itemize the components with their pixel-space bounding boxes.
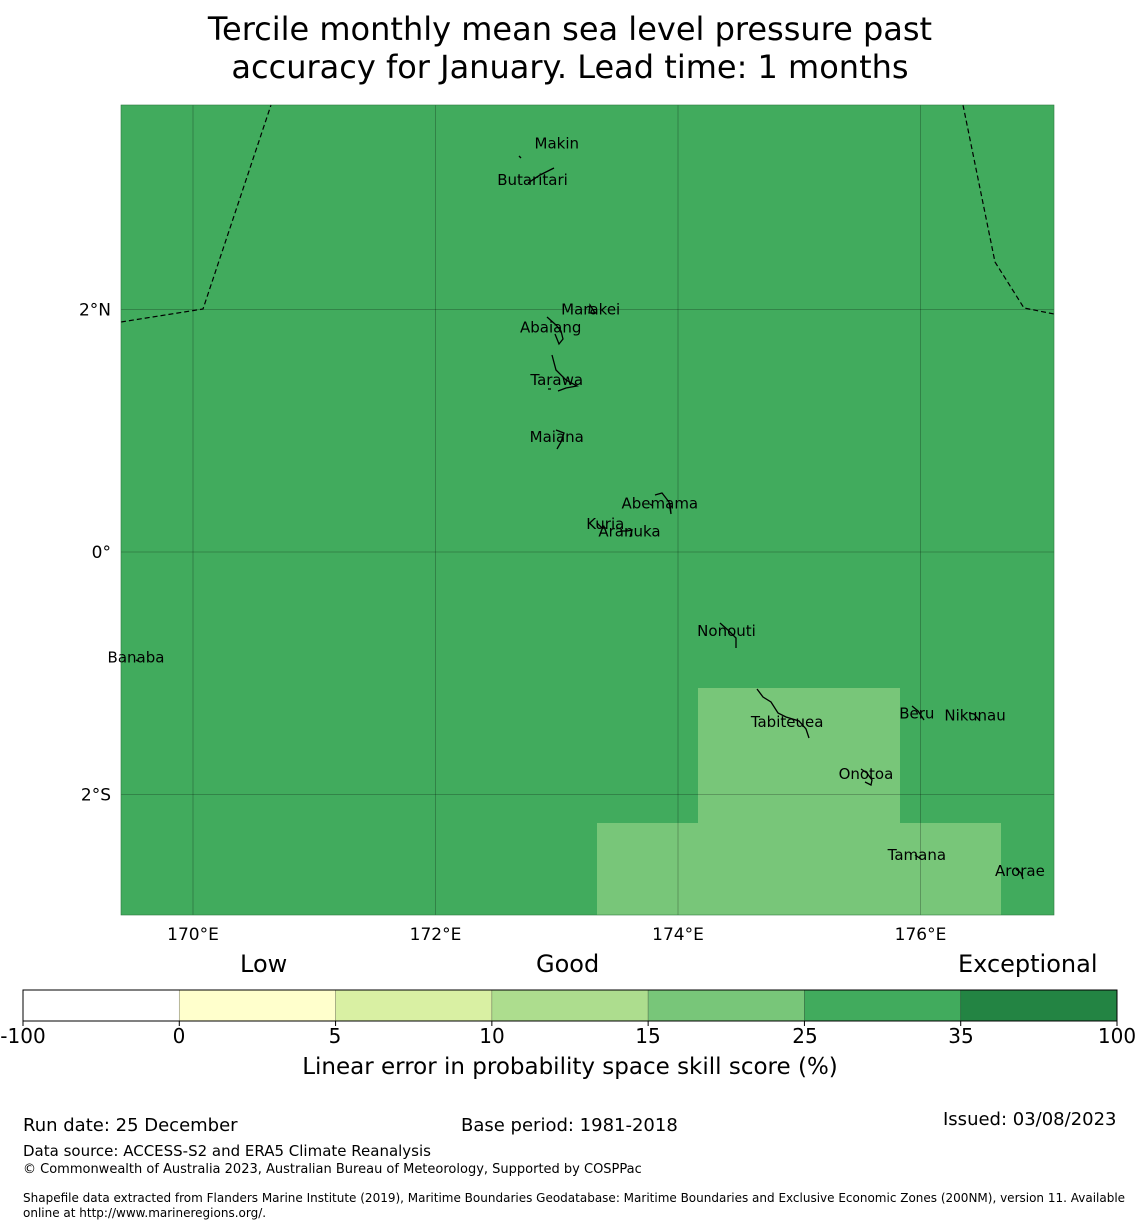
island-outline xyxy=(756,688,810,739)
eez-boundary-east xyxy=(962,104,1055,315)
island-outline xyxy=(911,705,925,721)
island-label: Tamana xyxy=(887,846,946,864)
island-label: Nonouti xyxy=(697,622,756,640)
colorbar-segment xyxy=(804,989,962,1022)
island-label: Makin xyxy=(535,134,580,152)
island-label: Abaiang xyxy=(520,319,581,337)
colorbar-tick-label: 25 xyxy=(792,1024,818,1048)
category-low-label: Low xyxy=(240,950,288,978)
island-outline xyxy=(555,429,565,450)
island-outline xyxy=(596,522,607,529)
colorbar-segment xyxy=(647,989,805,1022)
lon-tick-label: 170°E xyxy=(167,925,219,945)
category-good-label: Good xyxy=(536,950,600,978)
island-outline xyxy=(1015,868,1024,880)
base-period: Base period: 1981-2018 xyxy=(461,1115,678,1136)
island-outline xyxy=(527,167,555,184)
title-line-2: accuracy for January. Lead time: 1 month… xyxy=(231,48,909,86)
data-source: Data source: ACCESS-S2 and ERA5 Climate … xyxy=(23,1142,431,1160)
island-label: Maiana xyxy=(530,428,584,446)
issued-date: Issued: 03/08/2023 xyxy=(943,1109,1117,1130)
island-label: Kuria xyxy=(586,515,624,533)
island-outline xyxy=(654,492,672,515)
island-label: Onotoa xyxy=(839,765,894,783)
island-outline xyxy=(649,503,654,507)
island-outline xyxy=(620,529,633,538)
island-outline xyxy=(588,303,597,314)
colorbar-segment xyxy=(22,989,180,1022)
colorbar-tick-label: 5 xyxy=(328,1024,342,1048)
title-line-1: Tercile monthly mean sea level pressure … xyxy=(207,10,933,48)
island-outline xyxy=(135,659,139,662)
colorbar-segment xyxy=(491,989,649,1022)
eez-boundary-west xyxy=(120,104,272,323)
island-outline xyxy=(546,316,564,346)
colorbar-title: Linear error in probability space skill … xyxy=(302,1054,838,1080)
island-label: Nikunau xyxy=(944,707,1005,725)
island-outline xyxy=(860,768,873,786)
map-ocean-area xyxy=(121,105,1054,915)
colorbar-tick-label: -100 xyxy=(0,1024,46,1048)
island-label: Aranuka xyxy=(598,522,660,540)
colorbar-outline xyxy=(22,989,1118,1022)
island-label: Arorae xyxy=(995,862,1045,880)
island-outline xyxy=(914,854,922,860)
copyright: © Commonwealth of Australia 2023, Austra… xyxy=(23,1162,642,1177)
map-frame xyxy=(120,104,1055,916)
skill-cell-lower xyxy=(597,823,1001,915)
island-outline xyxy=(968,712,981,722)
island-outline xyxy=(551,354,579,392)
island-label: Tabiteuea xyxy=(750,713,824,731)
lon-tick-label: 176°E xyxy=(895,925,947,945)
skill-cell-upper xyxy=(698,688,900,823)
colorbar-segment xyxy=(960,989,1118,1022)
category-exceptional-label: Exceptional xyxy=(958,950,1098,978)
island-label: Abemama xyxy=(622,495,699,513)
lat-tick-label: 2°S xyxy=(81,786,111,806)
colorbar-tick-label: 15 xyxy=(635,1024,661,1048)
island-label: Marakei xyxy=(561,301,620,319)
run-date: Run date: 25 December xyxy=(23,1115,238,1136)
colorbar-tick-label: 10 xyxy=(479,1024,505,1048)
lat-tick-label: 2°N xyxy=(79,301,111,321)
island-label: Beru xyxy=(899,704,934,722)
colorbar-tick-label: 100 xyxy=(1097,1024,1137,1048)
island-outline xyxy=(518,155,522,159)
colorbar-tick-label: 35 xyxy=(948,1024,974,1048)
lon-tick-label: 174°E xyxy=(652,925,704,945)
shapefile-credit-line-1: Shapefile data extracted from Flanders M… xyxy=(23,1191,1126,1205)
lat-tick-label: 0° xyxy=(92,543,111,563)
island-outline xyxy=(719,622,737,648)
chart-title: Tercile monthly mean sea level pressure … xyxy=(0,10,1140,86)
colorbar-segment xyxy=(178,989,336,1022)
colorbar-tick-label: 0 xyxy=(172,1024,186,1048)
island-label: Banaba xyxy=(108,648,165,666)
colorbar-segment xyxy=(335,989,493,1022)
lon-tick-label: 172°E xyxy=(410,925,462,945)
island-label: Tarawa xyxy=(529,371,583,389)
shapefile-credit-line-2: online at http://www.marineregions.org/. xyxy=(23,1206,267,1220)
island-label: Butaritari xyxy=(497,171,568,189)
